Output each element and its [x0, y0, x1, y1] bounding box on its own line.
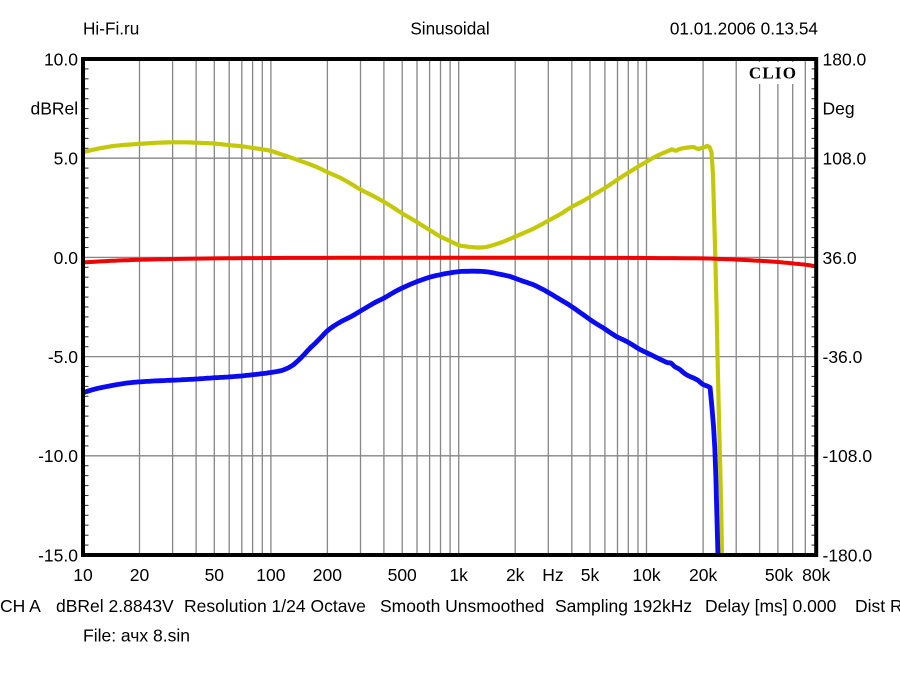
svg-text:5.0: 5.0 — [54, 149, 79, 169]
svg-text:Sampling 192kHz: Sampling 192kHz — [555, 596, 692, 616]
svg-text:dBRel: dBRel — [31, 98, 79, 118]
svg-text:Delay [ms] 0.000: Delay [ms] 0.000 — [705, 596, 837, 616]
svg-text:Hi-Fi.ru: Hi-Fi.ru — [83, 19, 139, 39]
svg-text:10k: 10k — [632, 565, 660, 585]
svg-text:20: 20 — [130, 565, 150, 585]
svg-text:100: 100 — [256, 565, 285, 585]
svg-text:2k: 2k — [506, 565, 525, 585]
svg-text:Sinusoidal: Sinusoidal — [410, 19, 489, 39]
svg-text:5k: 5k — [581, 565, 600, 585]
svg-text:500: 500 — [388, 565, 417, 585]
svg-text:dBRel 2.8843V: dBRel 2.8843V — [56, 596, 174, 616]
svg-text:0.0: 0.0 — [54, 248, 79, 268]
svg-text:File: ачх 8.sin: File: ачх 8.sin — [83, 625, 190, 645]
svg-text:CLIO: CLIO — [749, 64, 797, 83]
svg-text:01.01.2006 0.13.54: 01.01.2006 0.13.54 — [670, 19, 819, 39]
svg-text:50: 50 — [205, 565, 225, 585]
svg-text:1k: 1k — [449, 565, 468, 585]
svg-text:108.0: 108.0 — [823, 149, 867, 169]
svg-text:-108.0: -108.0 — [823, 446, 873, 466]
svg-text:Resolution 1/24 Octave: Resolution 1/24 Octave — [184, 596, 366, 616]
svg-text:-10.0: -10.0 — [38, 446, 78, 466]
svg-text:CH A: CH A — [0, 596, 41, 616]
svg-text:50k: 50k — [765, 565, 793, 585]
svg-text:Smooth Unsmoothed: Smooth Unsmoothed — [380, 596, 544, 616]
svg-text:80k: 80k — [802, 565, 830, 585]
svg-text:10.0: 10.0 — [44, 49, 78, 69]
svg-text:-180.0: -180.0 — [823, 545, 873, 565]
svg-text:-15.0: -15.0 — [38, 545, 78, 565]
svg-text:-5.0: -5.0 — [48, 347, 78, 367]
svg-text:Dist Rise: Dist Rise — [855, 596, 900, 616]
svg-text:200: 200 — [313, 565, 342, 585]
svg-text:Deg: Deg — [823, 98, 855, 118]
svg-text:10: 10 — [73, 565, 93, 585]
svg-text:36.0: 36.0 — [823, 248, 857, 268]
svg-text:20k: 20k — [689, 565, 717, 585]
svg-text:Hz: Hz — [542, 565, 563, 585]
svg-text:180.0: 180.0 — [823, 49, 867, 69]
svg-text:-36.0: -36.0 — [823, 347, 863, 367]
